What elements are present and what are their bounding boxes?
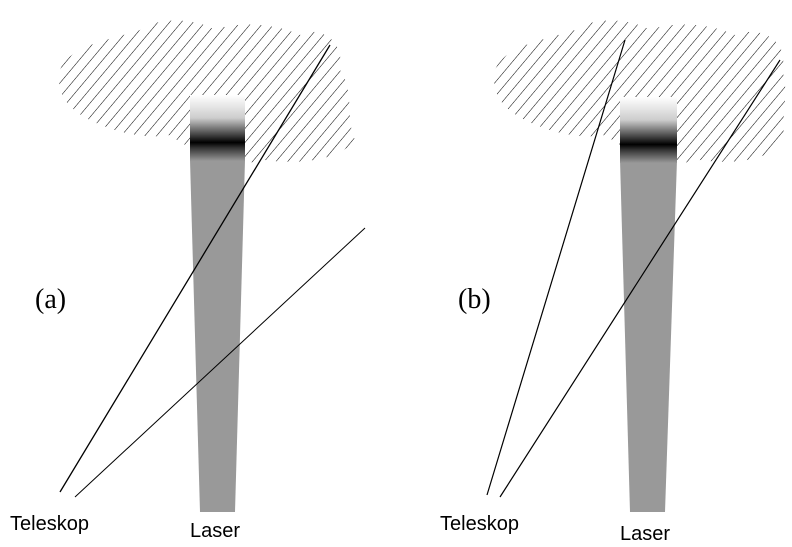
laser-label: Laser (620, 523, 670, 545)
panel-label: (b) (458, 284, 491, 315)
laser-backscatter (190, 95, 245, 161)
panel-a: (a) Teleskop Laser (10, 21, 365, 542)
laser-beam (190, 160, 245, 512)
laser-backscatter (620, 97, 677, 163)
laser-beam (620, 160, 677, 512)
diagram: (a) Teleskop Laser (b) Teleskop Laser (0, 0, 792, 547)
laser-label: Laser (190, 520, 240, 542)
telescope-label: Teleskop (10, 513, 89, 535)
panel-b: (b) Teleskop Laser (440, 21, 785, 545)
panel-label: (a) (35, 284, 66, 315)
telescope-label: Teleskop (440, 513, 519, 535)
